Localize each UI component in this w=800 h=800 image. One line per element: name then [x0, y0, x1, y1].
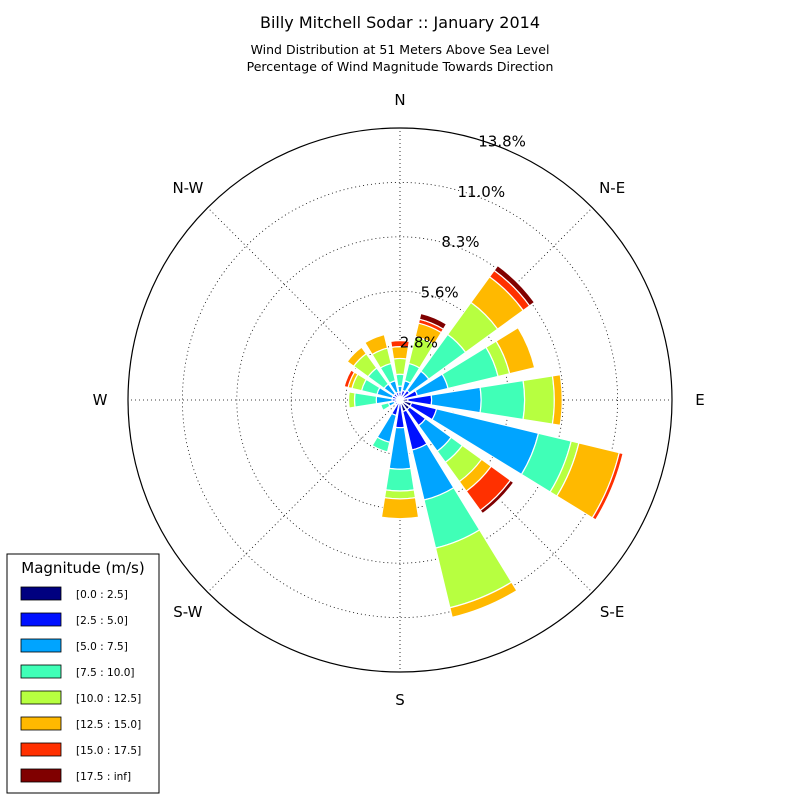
wind-bar-segment	[380, 497, 420, 520]
radial-tick-label: 5.6%	[421, 283, 459, 301]
wind-bar-segment	[395, 373, 405, 388]
legend-swatch	[20, 768, 62, 783]
wind-bars	[343, 264, 624, 619]
wind-bar-segment	[380, 402, 391, 412]
direction-label: E	[695, 391, 704, 409]
legend-label: [12.5 : 15.0]	[76, 719, 141, 731]
legend-label: [15.0 : 17.5]	[76, 745, 141, 757]
wind-bar-segment	[522, 375, 555, 425]
legend-swatch	[20, 586, 62, 601]
wind-bar-segment	[551, 373, 563, 427]
direction-label: N-E	[599, 179, 625, 197]
legend-label: [0.0 : 2.5]	[76, 589, 128, 601]
wind-bar-segment	[449, 581, 518, 619]
legend-swatch	[20, 664, 62, 679]
wind-bar-segment	[346, 346, 368, 368]
wind-bar-segment	[383, 489, 417, 500]
wind-bar-segment	[343, 369, 356, 389]
wind-bar-segment	[390, 340, 410, 348]
radial-tick-label: 8.3%	[441, 233, 479, 251]
direction-labels: N N-E E S-E S S-W W N-W	[93, 91, 705, 709]
legend: Magnitude (m/s) [0.0 : 2.5] [2.5 : 5.0] [5…	[6, 553, 160, 794]
chart-subtitle-line2: Percentage of Wind Magnitude Towards Dir…	[247, 59, 554, 74]
legend-items: [0.0 : 2.5] [2.5 : 5.0] [5.0 : 7.5] [7.5 : …	[20, 586, 141, 783]
radial-tick-label: 13.8%	[478, 133, 526, 151]
radial-tick-label: 11.0%	[457, 183, 505, 201]
legend-title: Magnitude (m/s)	[21, 559, 144, 577]
wind-bar-segment	[493, 264, 536, 307]
wind-bar-segment	[418, 312, 448, 330]
radial-tick-label: 2.8%	[400, 334, 438, 352]
legend-label: [17.5 : inf]	[76, 771, 131, 783]
legend-label: [10.0 : 12.5]	[76, 693, 141, 705]
legend-swatch	[20, 612, 62, 627]
wind-bar-segment	[371, 436, 391, 453]
wind-bar-segment	[353, 392, 378, 408]
wind-bar-segment	[495, 326, 536, 375]
legend-label: [5.0 : 7.5]	[76, 641, 128, 653]
radial-gridline	[236, 236, 564, 564]
radial-gridline	[181, 181, 619, 619]
wind-bar-segment	[364, 333, 389, 356]
angular-gridline	[207, 399, 401, 593]
legend-swatch	[20, 716, 62, 731]
wind-bar-segment	[347, 391, 356, 409]
legend-swatch	[20, 690, 62, 705]
angular-gridline	[207, 207, 401, 401]
wind-bar-segment	[392, 357, 408, 376]
direction-label: S-W	[173, 603, 202, 621]
legend-swatch	[20, 638, 62, 653]
wind-bar-segment	[385, 467, 415, 492]
wind-bar-segment	[479, 479, 515, 515]
wind-bar-segment	[591, 451, 624, 521]
chart-title: Billy Mitchell Sodar :: January 2014	[260, 13, 540, 32]
legend-swatch	[20, 742, 62, 757]
direction-label: N-W	[172, 179, 203, 197]
direction-label: W	[93, 391, 108, 409]
direction-label: S	[395, 691, 405, 709]
outer-circle	[127, 127, 673, 673]
chart-subtitle-line1: Wind Distribution at 51 Meters Above Sea…	[251, 42, 550, 57]
wind-bar-segment	[479, 379, 526, 421]
direction-label: N	[394, 91, 405, 109]
direction-label: S-E	[600, 603, 624, 621]
radial-tick-labels: 2.8% 5.6% 8.3% 11.0% 13.8%	[400, 133, 526, 352]
legend-label: [7.5 : 10.0]	[76, 667, 134, 679]
legend-label: [2.5 : 5.0]	[76, 615, 128, 627]
